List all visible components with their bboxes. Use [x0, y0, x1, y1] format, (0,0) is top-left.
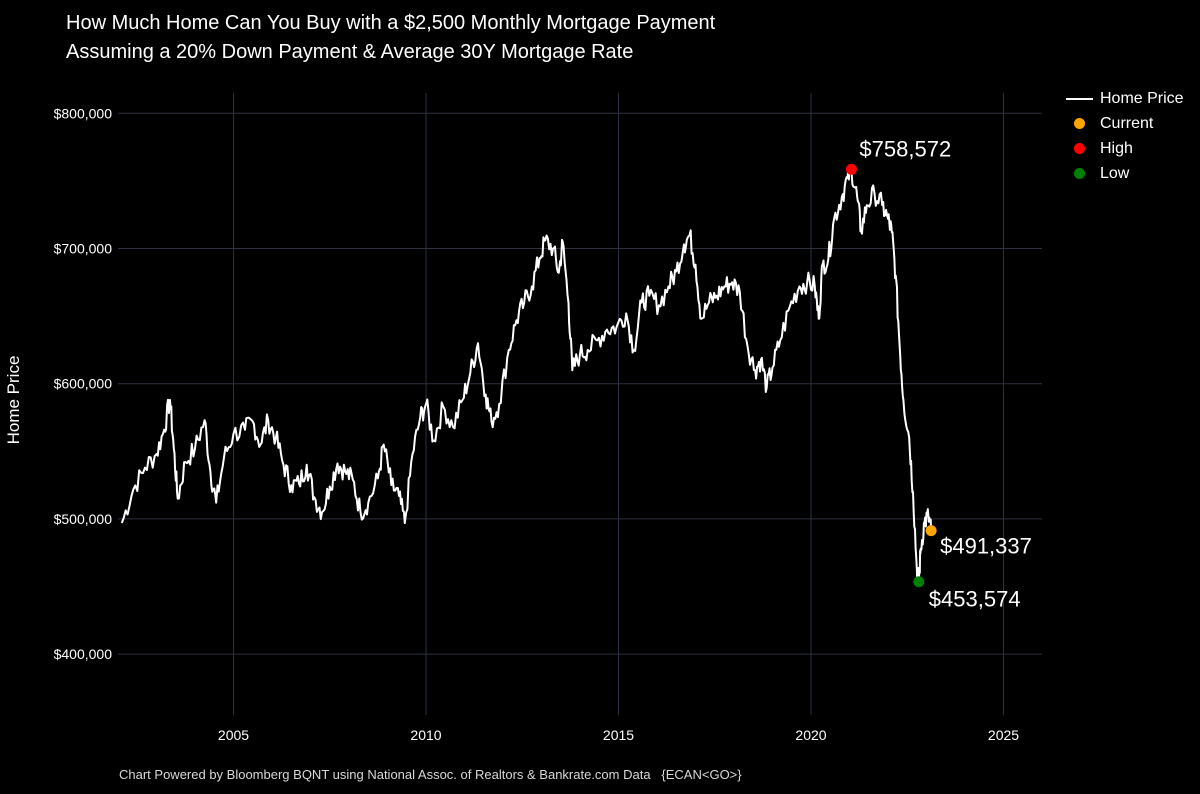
grid: [118, 93, 1042, 715]
legend-item-home-price[interactable]: Home Price: [1066, 86, 1184, 111]
callouts-layer: $491,337 $758,572 $453,574: [859, 136, 1031, 611]
chart-subtitle: Assuming a 20% Down Payment & Average 30…: [66, 41, 634, 63]
y-tick-label: $800,000: [54, 105, 113, 121]
legend-label: High: [1100, 139, 1133, 157]
y-tick-label: $400,000: [54, 646, 113, 662]
series-layer: [120, 164, 933, 583]
marker-low: [913, 576, 925, 588]
x-tick-label: 2005: [218, 727, 249, 743]
y-tick-label: $700,000: [54, 241, 113, 257]
y-tick-label: $600,000: [54, 376, 113, 392]
footer-source: Chart Powered by Bloomberg BQNT using Na…: [119, 767, 742, 782]
legend-item-low[interactable]: Low: [1066, 161, 1184, 186]
legend-dot-swatch: [1074, 143, 1085, 154]
marker-high: [845, 163, 857, 175]
markers-layer: [845, 163, 937, 588]
legend-dot-swatch: [1074, 168, 1085, 179]
legend: Home Price Current High Low: [1066, 86, 1184, 186]
x-tick-label: 2025: [988, 727, 1019, 743]
x-tick-label: 2010: [410, 727, 441, 743]
home-price-line: [120, 164, 933, 583]
legend-label: Home Price: [1100, 89, 1184, 107]
y-axis-ticks: $400,000 $500,000 $600,000 $700,000 $800,000: [54, 105, 113, 662]
y-tick-label: $500,000: [54, 511, 113, 527]
callout-current: $491,337: [940, 534, 1032, 559]
chart-title-line1: How Much Home Can You Buy with a $2,500 …: [66, 12, 716, 34]
legend-line-swatch: [1066, 97, 1093, 100]
chart-title: How Much Home Can You Buy with a $2,500 …: [66, 9, 715, 67]
marker-current: [925, 525, 937, 537]
legend-item-current[interactable]: Current: [1066, 111, 1184, 136]
x-tick-label: 2020: [795, 727, 826, 743]
legend-dot-swatch: [1074, 118, 1085, 129]
x-tick-label: 2015: [603, 727, 634, 743]
callout-high: $758,572: [859, 136, 951, 161]
legend-item-high[interactable]: High: [1066, 136, 1184, 161]
legend-label: Current: [1100, 114, 1154, 132]
legend-label: Low: [1100, 164, 1130, 182]
x-axis-ticks: 2005 2010 2015 2020 2025: [218, 727, 1019, 743]
callout-low: $453,574: [929, 587, 1021, 612]
